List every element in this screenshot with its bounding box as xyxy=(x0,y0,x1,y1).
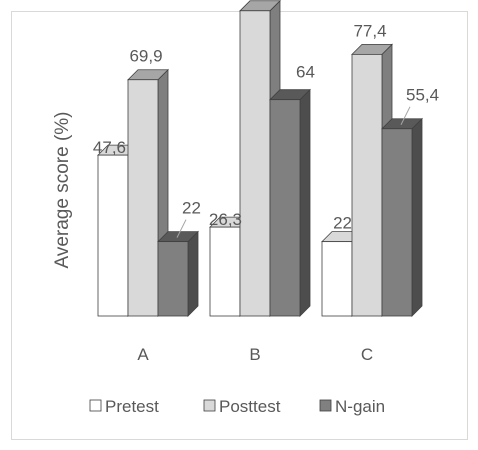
bar-n-gain-b xyxy=(269,88,311,317)
data-label-pretest-b: 26,3 xyxy=(209,210,242,229)
data-label-posttest-a: 69,9 xyxy=(129,47,162,66)
bar-front xyxy=(209,226,241,317)
category-label-c: C xyxy=(361,345,373,364)
bar-side xyxy=(187,230,199,317)
bar-front xyxy=(157,241,189,317)
data-label-n-gain-b: 64 xyxy=(296,63,315,82)
bar-side xyxy=(411,117,423,317)
data-label-pretest-a: 47,6 xyxy=(93,138,126,157)
legend-swatch xyxy=(203,399,216,412)
plot-area xyxy=(97,0,423,317)
data-label-leader xyxy=(400,106,411,125)
data-label-pretest-c: 22 xyxy=(333,214,352,233)
legend-item-n-gain: N-gain xyxy=(319,397,385,416)
category-label-b: B xyxy=(249,345,260,364)
bar-front xyxy=(127,79,159,317)
bar-front xyxy=(321,241,353,317)
data-label-n-gain-a: 22 xyxy=(182,199,201,218)
bar-front xyxy=(239,10,271,317)
data-label-posttest-c: 77,4 xyxy=(353,21,386,40)
bar-posttest-a xyxy=(127,68,169,317)
legend: Pretest Posttest N-gain xyxy=(89,397,385,416)
bar-front xyxy=(381,128,413,317)
category-axis: A B C xyxy=(137,345,373,364)
legend-swatch xyxy=(319,399,332,412)
legend-item-pretest: Pretest xyxy=(89,397,159,416)
bar-front xyxy=(97,154,129,317)
data-label-n-gain-c: 55,4 xyxy=(406,86,439,105)
legend-swatch xyxy=(89,399,102,412)
bar-n-gain-a xyxy=(157,230,199,317)
data-label-leader xyxy=(176,219,187,238)
legend-label: Posttest xyxy=(219,397,281,416)
bar-side xyxy=(299,88,311,317)
category-label-a: A xyxy=(137,345,149,364)
legend-item-posttest: Posttest xyxy=(203,397,281,416)
bar-front xyxy=(351,53,383,317)
bar-n-gain-c xyxy=(381,117,423,317)
y-axis-title: Average score (%) xyxy=(52,112,73,269)
chart-border xyxy=(11,11,468,440)
legend-label: N-gain xyxy=(335,397,385,416)
legend-label: Pretest xyxy=(105,397,159,416)
bar-front xyxy=(269,99,301,317)
